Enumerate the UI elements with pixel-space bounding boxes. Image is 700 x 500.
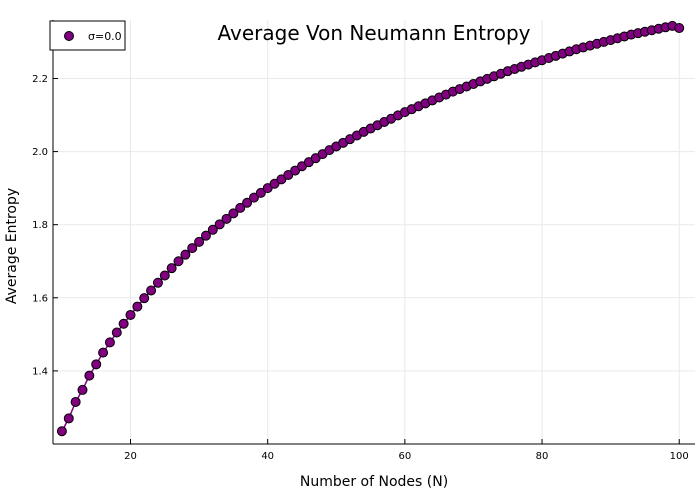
data-point	[70, 396, 81, 407]
data-point	[139, 293, 150, 304]
data-point	[159, 270, 170, 281]
data-point	[255, 187, 266, 198]
data-point	[56, 426, 67, 437]
x-tick-label: 40	[261, 451, 274, 462]
legend: σ=0.0	[49, 20, 126, 51]
data-point	[63, 413, 74, 424]
data-point	[235, 202, 246, 213]
data-point	[228, 208, 239, 219]
y-tick-label: 1.4	[32, 366, 48, 377]
data-point	[674, 23, 685, 34]
legend-entry-label: σ=0.0	[88, 30, 122, 43]
legend-box	[49, 20, 126, 51]
series-layer	[56, 20, 685, 437]
y-axis-label: Average Entropy	[4, 188, 20, 304]
y-tick-label: 1.6	[32, 293, 48, 304]
data-point	[214, 219, 225, 230]
data-point	[221, 213, 232, 224]
legend-marker	[64, 31, 74, 41]
data-point	[166, 263, 177, 274]
data-point	[77, 384, 88, 395]
data-point	[173, 256, 184, 267]
x-tick-label: 60	[398, 451, 411, 462]
data-point	[248, 192, 259, 203]
data-point	[84, 370, 95, 381]
x-tick-label: 80	[536, 451, 549, 462]
axes	[52, 20, 695, 445]
x-tick-label: 20	[124, 451, 137, 462]
data-point	[146, 285, 157, 296]
grid	[53, 20, 695, 444]
data-point	[152, 277, 163, 288]
data-point	[207, 224, 218, 235]
data-point	[91, 359, 102, 370]
data-point	[187, 243, 198, 254]
data-point	[111, 327, 122, 338]
ticks: 20 40 60 80 100 1.4 1.6 1.8 2.0 2.2	[32, 74, 689, 462]
data-point	[125, 309, 136, 320]
data-point	[132, 301, 143, 312]
y-tick-label: 2.2	[32, 74, 48, 85]
data-point	[242, 197, 253, 208]
x-axis-label: Number of Nodes (N)	[300, 474, 448, 490]
x-tick-label: 100	[670, 451, 689, 462]
y-tick-label: 1.8	[32, 220, 48, 231]
data-point	[180, 249, 191, 260]
data-point	[200, 230, 211, 241]
chart-title: Average Von Neumann Entropy	[218, 21, 531, 45]
data-point	[104, 337, 115, 348]
data-point	[194, 236, 205, 247]
data-point	[98, 347, 109, 358]
y-tick-label: 2.0	[32, 147, 48, 158]
data-point	[118, 318, 129, 329]
